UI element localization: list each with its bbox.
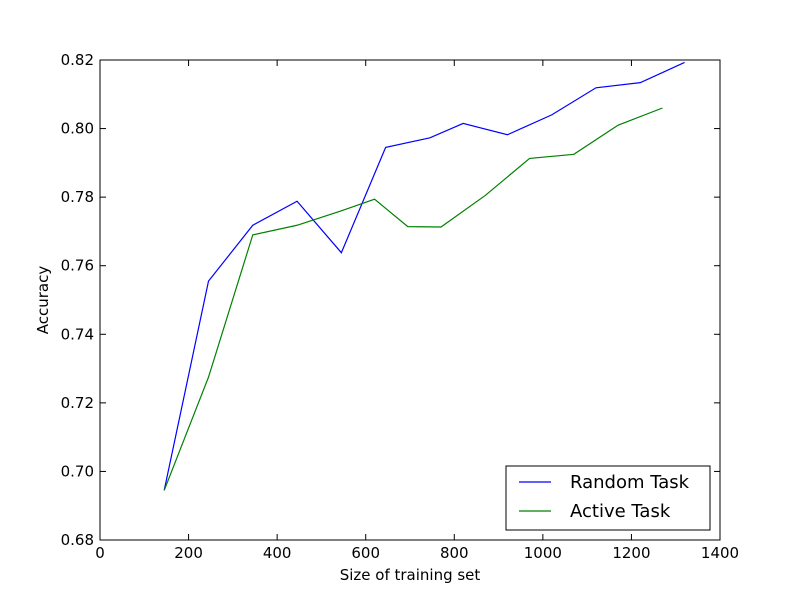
legend: Random Task Active Task — [505, 465, 711, 531]
x-tick-label: 1400 — [701, 544, 739, 562]
x-tick-label: 200 — [174, 544, 203, 562]
x-tick-label: 1200 — [612, 544, 650, 562]
x-tick-label: 800 — [440, 544, 469, 562]
y-tick-label: 0.74 — [61, 325, 94, 343]
ticks-layer: 0 200 400 600 800 1000 1200 1400 0.68 0.70 0.72 0.7… — [61, 51, 740, 562]
series-layer — [163, 61, 685, 491]
y-tick-label: 0.68 — [61, 531, 94, 549]
y-tick-label: 0.80 — [61, 120, 94, 138]
y-tick-label: 0.76 — [61, 257, 94, 275]
x-axis-label: Size of training set — [340, 566, 481, 584]
y-tick-label: 0.72 — [61, 394, 94, 412]
y-tick-label: 0.70 — [61, 462, 94, 480]
x-tick-label: 400 — [263, 544, 292, 562]
plot-area — [100, 60, 720, 540]
legend-label-active-task: Active Task — [570, 501, 671, 522]
y-axis-label: Accuracy — [34, 266, 52, 335]
y-tick-label: 0.78 — [61, 188, 94, 206]
y-tick-label: 0.82 — [61, 51, 94, 69]
plot-frame — [99, 59, 721, 541]
x-tick-label: 1000 — [524, 544, 562, 562]
x-tick-label: 0 — [95, 544, 105, 562]
legend-box — [505, 465, 711, 531]
legend-label-random-task: Random Task — [570, 472, 690, 493]
x-tick-label: 600 — [351, 544, 380, 562]
